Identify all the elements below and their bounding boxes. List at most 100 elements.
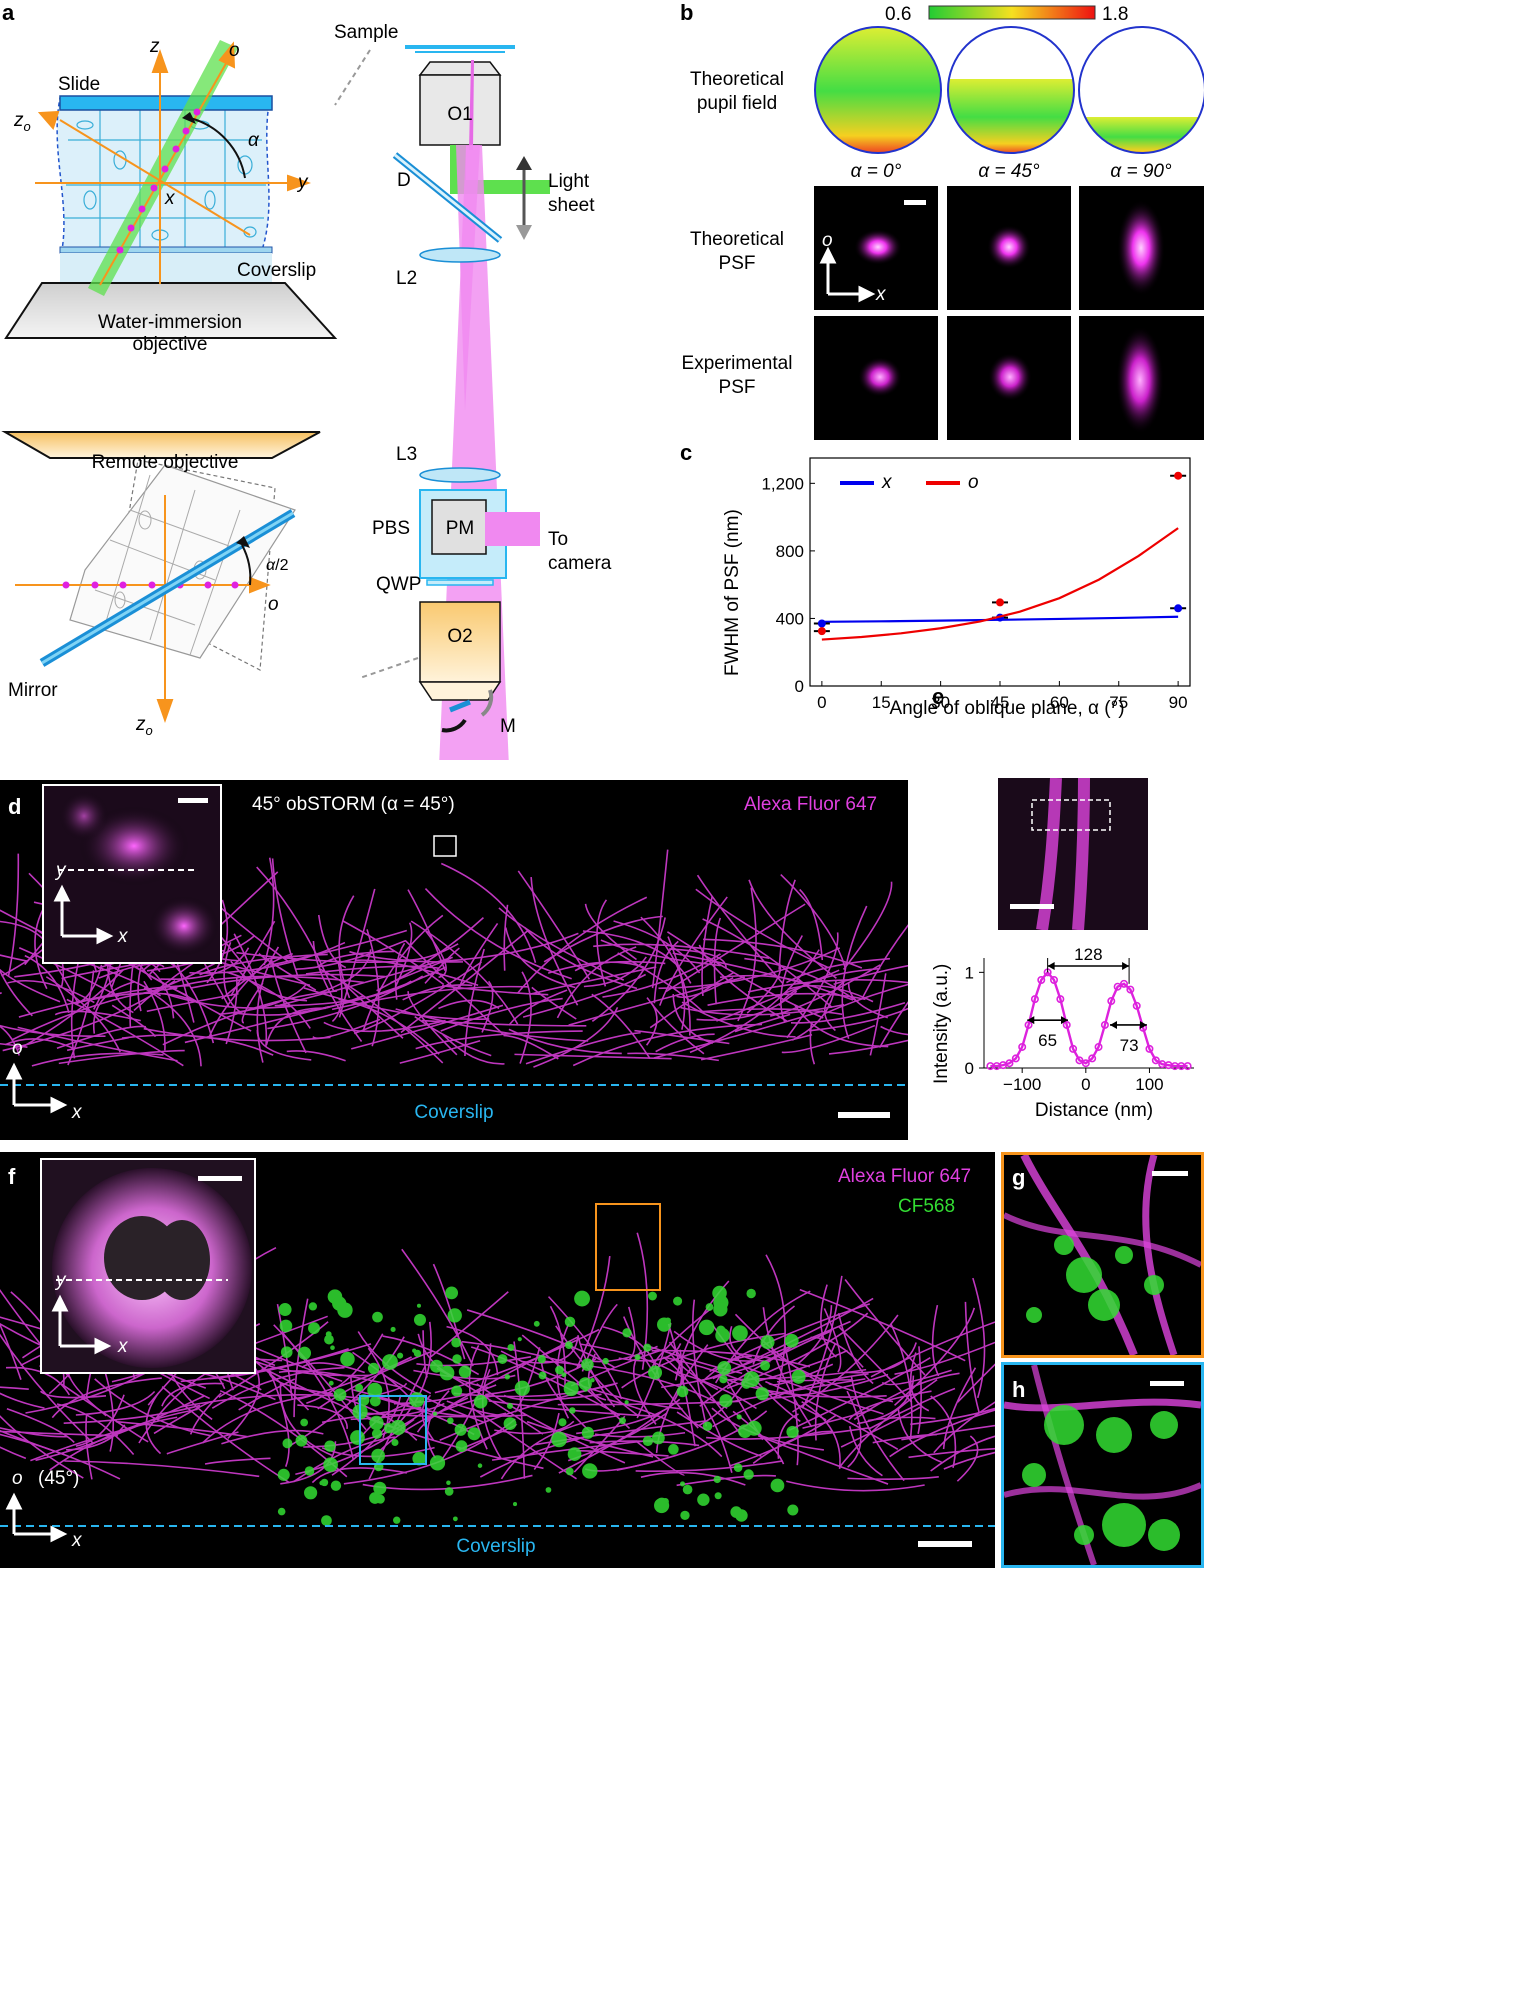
microtubule-filament [768, 1363, 834, 1386]
psf-axis-o: o [822, 230, 833, 251]
microtubule-filament [393, 1384, 497, 1405]
y-tick-label: 0 [795, 677, 804, 696]
microtubule-filament [801, 1275, 843, 1409]
microtubule-filament [500, 1350, 683, 1410]
microtubule-filament [696, 990, 798, 1021]
microtubule-filament [956, 1435, 979, 1482]
panel-label-g: g [1012, 1165, 1026, 1190]
microtubule-filament [7, 853, 20, 977]
microtubule-filament [432, 1263, 466, 1360]
microtubule-filament [640, 1471, 746, 1486]
microtubule-filament [894, 1341, 995, 1375]
microtubule-filament [760, 1343, 894, 1403]
microtubule-filament [414, 1015, 492, 1057]
microtubule-filament [607, 1398, 723, 1458]
pupil-fields [814, 26, 1204, 154]
mitochondria-blob [648, 1291, 657, 1301]
mitochondria-blob [467, 1427, 481, 1441]
microtubule-filament [676, 1411, 762, 1457]
mitochondria-blob [452, 1354, 462, 1364]
mitochondria-blob [333, 1388, 347, 1402]
legend-o-label: o [968, 472, 979, 493]
panel-a-remote-diagram [1, 431, 321, 724]
microtubule-filament [312, 1018, 381, 1039]
panel-f-angle: (45°) [38, 1468, 80, 1489]
mitochondria-blob [409, 1392, 425, 1408]
microtubule-filament [366, 929, 380, 1047]
microtubule-filament [500, 1414, 619, 1480]
microtubule-filament [540, 1361, 592, 1433]
fwhm-xlabel: Angle of oblique plane, α (°) [889, 698, 1125, 719]
mitochondria-blob [458, 1365, 472, 1378]
mitochondria-blob [545, 1487, 552, 1493]
microtubule-filament [263, 857, 275, 966]
microtubule-filament [930, 1435, 995, 1472]
microtubule-filament [910, 1407, 995, 1426]
microtubule-filament [0, 1025, 20, 1056]
psf-images [814, 186, 1204, 440]
inset-f-y: y [56, 1270, 66, 1291]
e-profile-point [1062, 1020, 1071, 1029]
microtubule-filament [504, 927, 576, 989]
microtubule-filament [613, 920, 701, 974]
mitochondria-blob [705, 1303, 714, 1311]
e-profile-point [1050, 975, 1059, 984]
mitochondria-blob [369, 1415, 384, 1431]
mitochondria-blob [413, 1313, 427, 1326]
microtubule-filament [653, 940, 679, 1004]
microtubule-filament [809, 1021, 816, 1065]
mitochondria-blob [563, 1381, 579, 1397]
microtubule-filament [0, 1433, 121, 1480]
microtubule-filament [453, 1383, 617, 1398]
mitochondria-blob [367, 1362, 380, 1375]
qwp-label: QWP [376, 574, 422, 595]
e-profile-point [1011, 1054, 1020, 1063]
e-y-tick-label: 1 [965, 963, 974, 982]
microtubule-filament [424, 887, 572, 980]
y-tick-label: 800 [776, 542, 804, 561]
mitochondria-blob [565, 1341, 573, 1350]
microtubule-filament [278, 1370, 401, 1388]
panel-label-f: f [8, 1164, 16, 1189]
colorbar-max: 1.8 [1102, 4, 1129, 25]
mitochondria-blob [682, 1484, 693, 1495]
mitochondria-blob [319, 1480, 325, 1486]
x-tick-label: 30 [931, 693, 950, 712]
microtubule-filament [788, 1356, 931, 1431]
microtubule-filament [153, 1400, 215, 1435]
e-profile-line [990, 970, 1188, 1068]
microtubule-filament [787, 984, 874, 1003]
mitochondria-blob [432, 1411, 438, 1416]
panel-f-inset: y x [40, 1158, 256, 1374]
microtubule-filament [700, 1033, 813, 1061]
microtubule-filament [770, 964, 881, 1017]
mitochondria-blob [786, 1425, 799, 1438]
microtubule-filament [711, 1407, 824, 1451]
mitochondria-blob [371, 1448, 386, 1463]
microtubule-filament [60, 1383, 149, 1443]
mitochondria-blob [743, 1469, 754, 1480]
microtubule-filament [695, 888, 828, 968]
e-y-tick-label: 0 [965, 1059, 974, 1078]
panel-d-axis-o: o [12, 1038, 23, 1059]
microtubule-filament [746, 962, 782, 1014]
microtubule-filament [286, 1050, 346, 1062]
mitochondria-blob [321, 1515, 332, 1526]
light-sheet-label: Light sheet [548, 171, 595, 216]
microtubule-filament [221, 953, 293, 1000]
axis-o-lower-label: o [268, 594, 279, 615]
e-profile-point [1088, 1054, 1097, 1063]
microtubule-filament [269, 929, 408, 967]
mitochondria-blob [652, 1431, 665, 1445]
microtubule-filament [799, 888, 824, 961]
mitochondria-blob [304, 1486, 318, 1500]
microtubule-filament [651, 849, 669, 989]
mitochondria-blob [760, 1360, 771, 1371]
inset-d-x: x [118, 926, 128, 947]
microtubule-filament [790, 1001, 906, 1024]
microtubule-filament [318, 967, 444, 1064]
e-profile-point [1120, 979, 1129, 988]
intensity-xlabel: Distance (nm) [1034, 1100, 1154, 1121]
mitochondria-blob [371, 1428, 383, 1439]
zoom-h-render [1004, 1365, 1201, 1565]
